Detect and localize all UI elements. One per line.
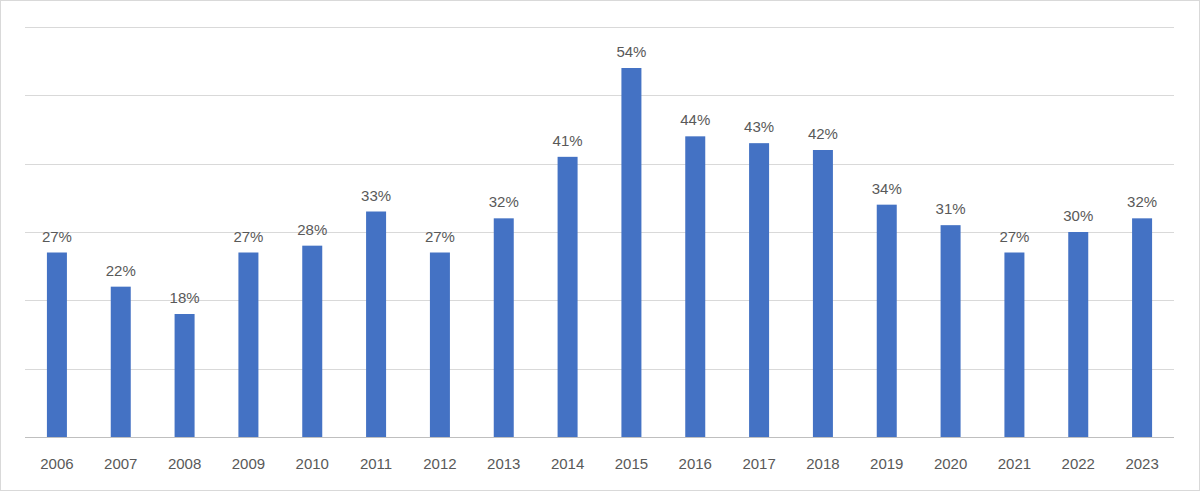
x-tick-label: 2006 xyxy=(40,455,73,472)
data-label: 32% xyxy=(1127,193,1157,210)
x-tick-label: 2020 xyxy=(934,455,967,472)
data-label: 28% xyxy=(297,221,327,238)
bar xyxy=(558,157,578,437)
grid-line xyxy=(25,369,1174,370)
bar xyxy=(238,253,258,438)
bar xyxy=(1132,218,1152,437)
grid xyxy=(25,28,1174,438)
data-label: 42% xyxy=(808,125,838,142)
data-label: 54% xyxy=(616,43,646,60)
bars xyxy=(47,68,1152,437)
bar xyxy=(302,246,322,437)
bar xyxy=(47,253,67,438)
bar xyxy=(1004,253,1024,438)
data-label: 44% xyxy=(680,111,710,128)
x-tick-label: 2017 xyxy=(742,455,775,472)
chart-frame xyxy=(1,1,1200,491)
data-label: 33% xyxy=(361,187,391,204)
grid-line xyxy=(25,95,1174,96)
x-tick-label: 2018 xyxy=(806,455,839,472)
data-label: 41% xyxy=(553,132,583,149)
bar xyxy=(430,253,450,438)
bar xyxy=(494,218,514,437)
x-tick-label: 2021 xyxy=(998,455,1031,472)
data-labels: 27% 22% 18% 27% 28% 33% 27% 32% 41% 54% 44% 43% 42% 3… xyxy=(42,43,1157,306)
data-label: 30% xyxy=(1063,207,1093,224)
x-tick-label: 2012 xyxy=(423,455,456,472)
data-label: 27% xyxy=(425,228,455,245)
bar xyxy=(175,314,195,437)
data-label: 27% xyxy=(999,228,1029,245)
data-label: 34% xyxy=(872,180,902,197)
bar xyxy=(685,136,705,437)
chart-container: 27% 22% 18% 27% 28% 33% 27% 32% 41% 54% 44% 43% 42% 3… xyxy=(0,0,1200,491)
x-tick-label: 2007 xyxy=(104,455,137,472)
x-tick-label: 2023 xyxy=(1125,455,1158,472)
chart-svg: 27% 22% 18% 27% 28% 33% 27% 32% 41% 54% 44% 43% 42% 3… xyxy=(0,0,1200,491)
grid-line xyxy=(25,164,1174,165)
bar xyxy=(813,150,833,437)
x-tick-label: 2008 xyxy=(168,455,201,472)
x-tick-label: 2019 xyxy=(870,455,903,472)
bar xyxy=(749,143,769,437)
x-axis-labels: 2006 2007 2008 2009 2010 2011 2012 2013 2014 2015… xyxy=(40,455,1159,472)
x-tick-label: 2011 xyxy=(360,455,392,472)
data-label: 18% xyxy=(170,289,200,306)
x-tick-label: 2009 xyxy=(232,455,265,472)
x-tick-label: 2014 xyxy=(551,455,584,472)
bar xyxy=(877,205,897,437)
x-tick-label: 2022 xyxy=(1062,455,1095,472)
data-label: 27% xyxy=(42,228,72,245)
bar xyxy=(941,225,961,437)
bar xyxy=(366,212,386,438)
x-tick-label: 2016 xyxy=(679,455,712,472)
data-label: 31% xyxy=(936,200,966,217)
data-label: 22% xyxy=(106,262,136,279)
data-label: 27% xyxy=(233,228,263,245)
x-tick-label: 2010 xyxy=(296,455,329,472)
bar xyxy=(621,68,641,437)
bar xyxy=(1068,232,1088,437)
grid-line xyxy=(25,27,1174,28)
x-tick-label: 2015 xyxy=(615,455,648,472)
bar xyxy=(111,287,131,437)
baseline xyxy=(25,437,1174,438)
data-label: 32% xyxy=(489,193,519,210)
data-label: 43% xyxy=(744,118,774,135)
x-tick-label: 2013 xyxy=(487,455,520,472)
